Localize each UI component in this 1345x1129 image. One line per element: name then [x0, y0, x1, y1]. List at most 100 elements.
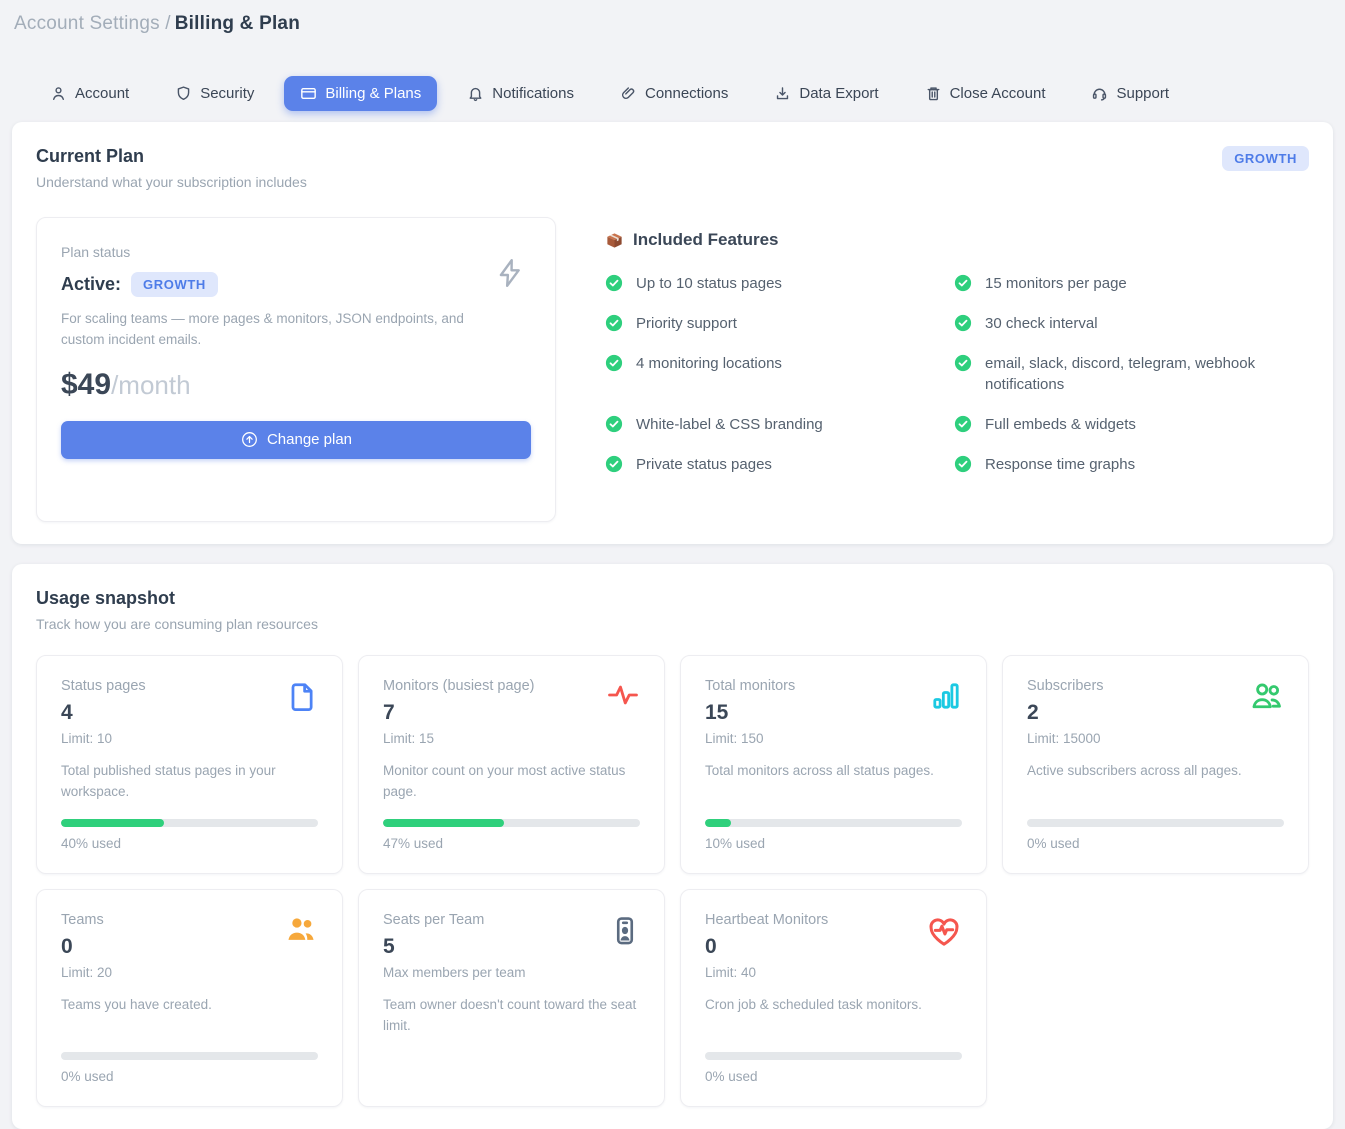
user-icon [50, 85, 67, 102]
usage-card-meta: Status pages 4 Limit: 10 [61, 678, 146, 746]
link-icon [620, 85, 637, 102]
tab-close-account[interactable]: Close Account [909, 76, 1062, 111]
usage-card-value: 2 [1027, 700, 1039, 724]
change-plan-button[interactable]: Change plan [61, 420, 531, 459]
usage-card-top: Heartbeat Monitors 0 Limit: 40 [705, 912, 962, 980]
usage-card-meta: Heartbeat Monitors 0 Limit: 40 [705, 912, 828, 980]
feature-item: Response time graphs [954, 454, 1295, 476]
activity-icon [606, 680, 640, 710]
feature-text: Up to 10 status pages [636, 275, 782, 292]
feature-text: Private status pages [636, 455, 772, 473]
plan-price: $49/month [61, 368, 531, 402]
tab-support[interactable]: Support [1075, 76, 1185, 111]
package-icon [605, 231, 624, 250]
included-features-heading: Included Features [605, 230, 1309, 250]
feature-text: White-label & CSS branding [636, 416, 823, 433]
id-badge-icon [610, 914, 640, 948]
progress-track [383, 818, 640, 827]
tab-billing-plans[interactable]: Billing & Plans [284, 76, 438, 111]
check-circle-icon [954, 274, 972, 292]
feature-item: Private status pages [605, 454, 946, 476]
check-circle-icon [605, 415, 623, 433]
usage-card-value: 0 [61, 934, 73, 958]
usage-card-value: 0 [705, 934, 717, 958]
included-features-title: Included Features [633, 230, 779, 249]
usage-snapshot-panel: Usage snapshot Track how you are consumi… [12, 563, 1333, 1129]
tab-security[interactable]: Security [159, 76, 270, 111]
circle-up-arrow-icon [240, 430, 259, 449]
usage-card-description: Monitor count on your most active status… [383, 762, 626, 799]
usage-card-value: 5 [383, 934, 395, 958]
usage-card-top: Subscribers 2 Limit: 15000 [1027, 678, 1284, 746]
usage-card-grid: Status pages 4 Limit: 10 Total published st… [36, 654, 1309, 1107]
plan-active-text: Active: [61, 274, 122, 294]
usage-card-label: Heartbeat Monitors [705, 911, 829, 928]
usage-percent-label: 0% used [705, 1068, 758, 1084]
tab-label: Account [75, 85, 130, 102]
check-circle-icon [605, 314, 623, 332]
usage-card-description: Active subscribers across all pages. [1027, 762, 1242, 778]
tab-account[interactable]: Account [34, 76, 145, 111]
shield-icon [175, 85, 192, 102]
usage-card-limit: Limit: 15000 [1027, 730, 1101, 746]
feature-item: White-label & CSS branding [605, 414, 946, 436]
usage-title: Usage snapshot [36, 587, 176, 608]
progress-fill [61, 818, 164, 827]
usage-progress: 40% used [61, 803, 318, 851]
usage-card-limit: Limit: 15 [383, 730, 435, 746]
tab-label: Billing & Plans [325, 85, 422, 102]
plan-tier-badge: GROWTH [1222, 146, 1309, 171]
usage-card-meta: Subscribers 2 Limit: 15000 [1027, 678, 1104, 746]
usage-progress: 10% used [705, 803, 962, 851]
tab-data-export[interactable]: Data Export [758, 76, 894, 111]
settings-tabs: Account Security Billing & Plans Notificati… [34, 76, 1333, 111]
feature-text: Full embeds & widgets [985, 416, 1136, 433]
feature-item: 4 monitoring locations [605, 353, 946, 397]
usage-card-meta: Teams 0 Limit: 20 [61, 912, 112, 980]
usage-percent-label: 47% used [383, 835, 444, 851]
feature-text: 4 monitoring locations [636, 354, 782, 372]
progress-track [705, 1051, 962, 1060]
usage-card-label: Subscribers [1027, 677, 1104, 694]
plan-status-card: Plan status Active: GROWTH For scaling t… [36, 217, 556, 522]
file-icon [286, 680, 318, 714]
usage-card-description: Cron job & scheduled task monitors. [705, 996, 922, 1012]
check-circle-icon [605, 354, 623, 372]
feature-list: Up to 10 status pages 15 monitors per pag… [605, 273, 1295, 476]
tab-label: Connections [644, 85, 729, 102]
included-features-section: Included Features Up to 10 status pages 1… [605, 217, 1309, 522]
feature-item: email, slack, discord, telegram, webhook… [954, 353, 1295, 397]
usage-card-label: Seats per Team [383, 911, 485, 928]
usage-card-subscribers: Subscribers 2 Limit: 15000 Active subscribe… [1002, 654, 1309, 874]
current-plan-header: Current Plan Understand what your subscr… [36, 146, 1309, 190]
breadcrumb: Account Settings / Billing & Plan [12, 13, 1333, 35]
usage-card-seats-per-team: Seats per Team 5 Max members per team Team … [358, 888, 665, 1107]
tab-connections[interactable]: Connections [604, 76, 744, 111]
progress-track [1027, 818, 1284, 827]
tab-label: Support [1116, 85, 1170, 102]
breadcrumb-section[interactable]: Account Settings / [14, 13, 171, 34]
users-icon [1250, 680, 1284, 712]
feature-text: 30 check interval [985, 314, 1098, 332]
breadcrumb-page: Billing & Plan [174, 13, 301, 34]
usage-card-description: Team owner doesn't count toward the seat… [383, 996, 637, 1033]
tab-label: Notifications [492, 85, 574, 102]
usage-percent-label: 0% used [1027, 835, 1080, 851]
usage-percent-label: 10% used [705, 835, 766, 851]
plan-status-badge: GROWTH [131, 272, 218, 297]
tab-notifications[interactable]: Notifications [451, 76, 590, 111]
usage-card-top: Status pages 4 Limit: 10 [61, 678, 318, 746]
feature-text: Response time graphs [985, 455, 1136, 473]
usage-card-limit: Limit: 150 [705, 730, 764, 746]
feature-item: Full embeds & widgets [954, 414, 1295, 436]
current-plan-title: Current Plan [36, 146, 145, 166]
lightning-icon [493, 256, 527, 290]
usage-progress: 0% used [705, 1036, 962, 1084]
current-plan-panel: Current Plan Understand what your subscr… [12, 122, 1333, 544]
usage-progress: 0% used [61, 1036, 318, 1084]
tab-label: Close Account [949, 85, 1046, 102]
usage-card-top: Total monitors 15 Limit: 150 [705, 678, 962, 746]
usage-card-limit: Limit: 10 [61, 730, 113, 746]
usage-card-top: Monitors (busiest page) 7 Limit: 15 [383, 678, 640, 746]
